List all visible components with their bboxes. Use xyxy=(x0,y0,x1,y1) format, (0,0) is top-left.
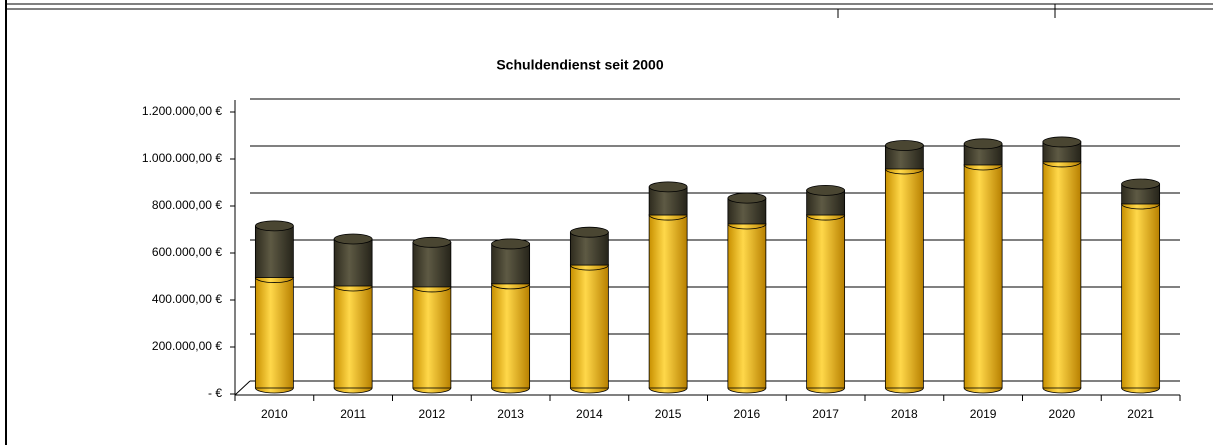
bar-segment xyxy=(412,241,452,288)
y-tick-label: 600.000,00 € xyxy=(152,245,222,259)
x-tick-label: 2021 xyxy=(1127,407,1154,421)
bar-top xyxy=(569,226,609,238)
bar-segment xyxy=(569,264,609,389)
bar-segment xyxy=(491,283,531,389)
x-tick-label: 2011 xyxy=(340,407,366,421)
x-tick-label: 2017 xyxy=(812,407,839,421)
y-tick-label: 200.000,00 € xyxy=(152,339,222,353)
bar-top xyxy=(491,238,531,250)
bar-segment xyxy=(333,238,373,287)
bar-top xyxy=(1042,136,1082,148)
y-tick-label: 800.000,00 € xyxy=(152,198,222,212)
y-tick-label: 1.000.000,00 € xyxy=(142,151,222,165)
bar-segment xyxy=(963,164,1003,389)
x-tick-label: 2018 xyxy=(891,407,918,421)
bar-segment xyxy=(491,243,531,285)
chart-title: Schuldendienst seit 2000 xyxy=(496,57,663,73)
bar-segment xyxy=(1121,203,1161,389)
y-tick-label: - € xyxy=(208,386,222,400)
x-tick-label: 2016 xyxy=(734,407,761,421)
bar-segment xyxy=(884,168,924,389)
bar-top xyxy=(806,184,846,196)
x-tick-label: 2012 xyxy=(419,407,446,421)
bar-segment xyxy=(569,231,609,266)
bar-top xyxy=(727,192,767,204)
bar-top xyxy=(1121,178,1161,190)
x-tick-label: 2015 xyxy=(655,407,682,421)
bar-top xyxy=(333,233,373,245)
bar-segment xyxy=(1042,161,1082,389)
bar-segment xyxy=(333,285,373,389)
bar-segment xyxy=(727,223,767,389)
bar-top xyxy=(963,138,1003,150)
bar-segment xyxy=(648,214,688,389)
bar-segment xyxy=(254,225,294,278)
bar-top xyxy=(648,181,688,193)
floor-edge xyxy=(234,380,251,396)
x-tick-label: 2010 xyxy=(261,407,288,421)
y-tick-label: 400.000,00 € xyxy=(152,292,222,306)
x-tick-label: 2020 xyxy=(1049,407,1076,421)
x-tick-label: 2014 xyxy=(576,407,603,421)
bar-top xyxy=(254,220,294,232)
bar-segment xyxy=(254,277,294,389)
bar-segment xyxy=(806,214,846,389)
bar-top xyxy=(412,236,452,248)
x-tick-label: 2019 xyxy=(970,407,997,421)
bar-top xyxy=(884,140,924,151)
y-tick-label: 1.200.000,00 € xyxy=(142,104,222,118)
x-tick-label: 2013 xyxy=(497,407,524,421)
bar-segment xyxy=(412,286,452,389)
